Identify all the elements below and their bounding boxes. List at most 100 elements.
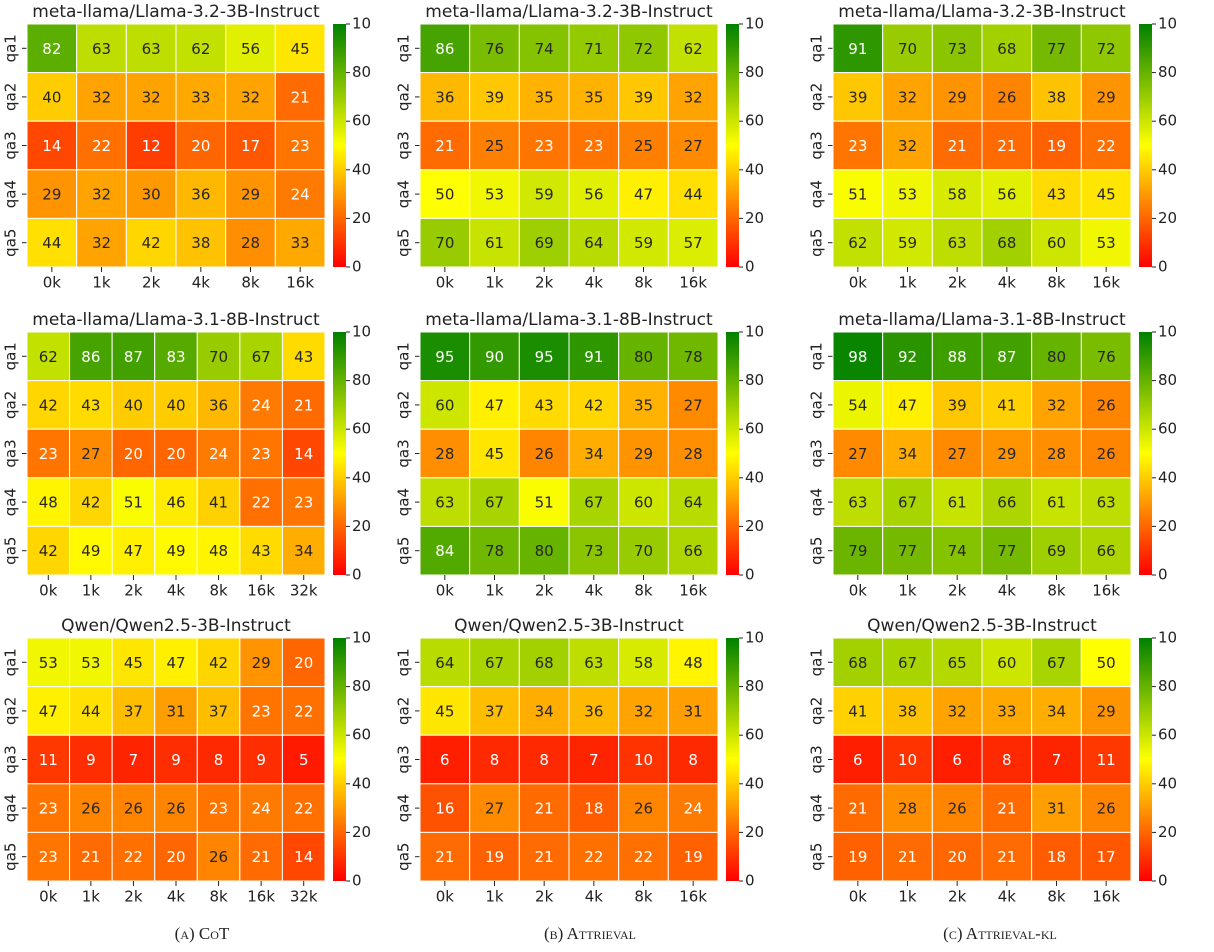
x-tick-label: 2k [124,582,143,600]
caption: (b) Attrieval [544,924,636,943]
heatmap-cell [196,380,241,430]
cell-label: 11 [39,751,58,769]
heatmap-cell [196,637,241,688]
cell-label: 37 [485,702,504,720]
cell-label: 20 [294,654,313,672]
heatmap-cell [518,169,570,219]
heatmap-cell [469,831,520,882]
x-tick-label: 16k [679,582,707,600]
cell-label: 27 [485,800,504,818]
cell-label: 77 [898,542,917,560]
colorbar-tick-label: 0 [352,566,362,584]
heatmap-cell [832,831,884,882]
cell-label: 21 [435,137,454,155]
cell-label: 66 [1097,542,1116,560]
cell-label: 59 [898,234,917,252]
x-tick-label: 4k [998,274,1017,292]
cell-label: 39 [848,88,867,106]
cell-label: 54 [848,396,867,414]
heatmap-cell [1080,23,1132,74]
heatmap-cell [26,428,71,479]
cell-label: 21 [535,800,554,818]
cell-label: 43 [81,396,100,414]
cell-label: 63 [584,654,603,672]
cell-label: 48 [209,542,228,560]
cell-label: 26 [166,800,185,818]
colorbar-tick-label: 60 [1158,726,1177,744]
cell-label: 33 [997,702,1016,720]
x-tick-label: 32k [290,888,318,906]
colorbar-tick-label: 20 [745,823,764,841]
heatmap-cell [618,331,669,382]
cell-label: 32 [92,234,111,252]
x-tick-label: 0k [849,582,868,600]
heatmap-cell [111,331,156,382]
cell-label: 67 [898,494,917,512]
cell-label: 68 [997,234,1016,252]
x-tick-label: 4k [167,582,186,600]
cell-label: 28 [241,234,260,252]
x-tick-label: 8k [634,888,653,906]
y-tick-label: qa2 [808,83,826,111]
heatmap-cell [667,120,719,171]
heatmap-cell [26,637,71,688]
heatmap-cell [618,23,669,74]
heatmap-cell [667,525,719,576]
cell-label: 11 [1097,751,1116,769]
y-tick-label: qa4 [808,180,826,208]
cell-label: 64 [435,654,454,672]
cell-label: 69 [535,234,554,252]
heatmap-cell [76,217,127,268]
colorbar-tick-label: 0 [1158,872,1168,890]
cell-label: 67 [1047,654,1066,672]
cell-label: 26 [209,848,228,866]
heatmap-cell [69,477,113,527]
colorbar [1139,332,1152,575]
heatmap-cell [469,23,520,74]
cell-label: 21 [294,396,313,414]
heatmap-cell [618,525,669,576]
cell-label: 90 [485,348,504,366]
y-tick-label: qa3 [2,439,20,467]
cell-label: 47 [634,186,653,204]
heatmap-cell [419,525,471,576]
cell-label: 64 [684,494,703,512]
cell-label: 44 [684,186,703,204]
y-tick-label: qa4 [395,794,413,822]
cell-label: 88 [948,348,967,366]
heatmap-cell [154,831,198,882]
heatmap-cell [111,831,156,882]
heatmap-cell [69,783,113,833]
x-tick-label: 8k [241,274,260,292]
heatmap-panel: meta-llama/Llama-3.2-3B-Instruct qa1 86 76 7… [395,2,766,292]
colorbar-tick-label: 0 [352,258,362,276]
colorbar-tick-label: 0 [745,872,755,890]
x-tick-label: 4k [585,888,604,906]
x-tick-label: 0k [43,274,62,292]
y-tick-label: qa4 [395,488,413,516]
heatmap-cell [1031,217,1082,268]
colorbar-tick-label: 20 [745,517,764,535]
heatmap-cell [154,734,198,785]
cell-label: 21 [252,848,271,866]
heatmap-cell [154,477,198,527]
heatmap-cell [667,72,719,122]
cell-label: 22 [634,848,653,866]
cell-label: 32 [898,88,917,106]
cell-label: 21 [997,848,1016,866]
cell-label: 62 [191,40,210,58]
heatmap-cell [1031,169,1082,219]
cell-label: 32 [898,137,917,155]
x-tick-label: 8k [634,274,653,292]
x-tick-label: 2k [948,582,967,600]
heatmap-cell [469,169,520,219]
x-tick-label: 1k [485,274,504,292]
cell-label: 14 [42,137,61,155]
heatmap-cell [469,331,520,382]
cell-label: 53 [898,186,917,204]
heatmap-cell [931,428,983,479]
heatmap-cell [832,331,884,382]
cell-label: 38 [191,234,210,252]
x-tick-label: 1k [485,888,504,906]
cell-label: 34 [1047,702,1066,720]
